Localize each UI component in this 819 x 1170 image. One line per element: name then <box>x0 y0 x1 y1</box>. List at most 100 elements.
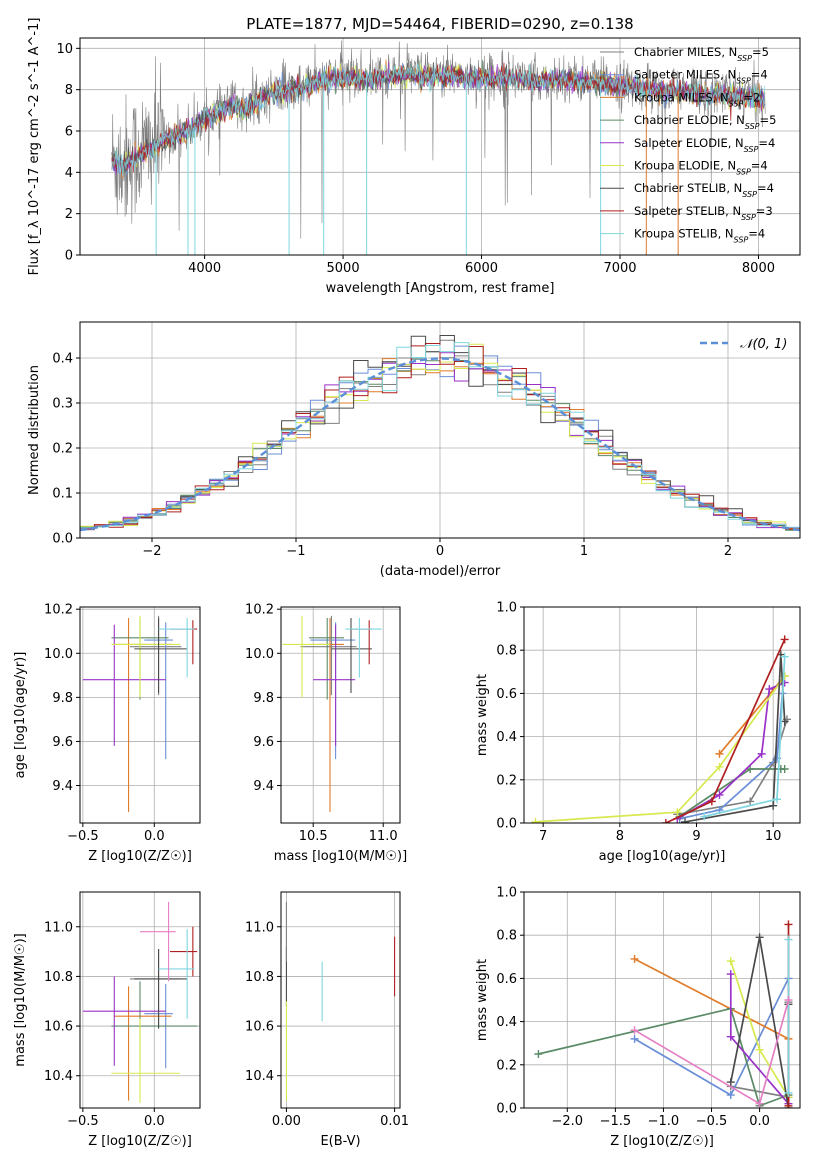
weight-marker <box>661 819 670 823</box>
weight-marker <box>746 765 755 773</box>
tick-label-x: −1.0 <box>648 1114 680 1129</box>
tick-label-x: 0.0 <box>749 1114 770 1129</box>
tick-label-x: −0.5 <box>67 1114 99 1129</box>
tick-label-y: 10.4 <box>245 1069 274 1084</box>
weight-marker <box>746 797 755 806</box>
weight-marker <box>784 1101 793 1108</box>
axes-weight_vs_Z: −2.0 −1.5 −1.0 −0.5 0.0 0.0 0.2 0.4 0.6 0.8 1.0 Z [… <box>475 886 801 1149</box>
tick-label-y: 1.0 <box>496 601 517 616</box>
plot-area <box>282 615 382 812</box>
spectrum-legend: Chabrier MILES, NSSP=5 Salpeter MILES, NS… <box>600 45 776 244</box>
weight-marker <box>780 765 789 773</box>
axes-frame <box>523 891 801 1109</box>
y-axis-label: age [log10(age/yr)] <box>13 652 28 779</box>
tick-label-x: 10.5 <box>299 829 328 844</box>
errorbar-point <box>309 618 344 700</box>
y-axis-label: mass weight <box>475 959 490 1041</box>
tick-label-x: −2.0 <box>551 1114 583 1129</box>
errorbar-point <box>170 620 198 665</box>
tick-label-x: 7000 <box>603 261 636 276</box>
x-axis-label: mass [log10(M/M☉)] <box>274 849 407 864</box>
errorbar-point <box>345 618 382 678</box>
errorbar-point <box>111 615 180 698</box>
tick-label-y: 10.8 <box>245 970 274 985</box>
errorbar-point <box>282 615 330 698</box>
gaussian-curve <box>80 357 800 532</box>
errorbar-point <box>82 976 166 1066</box>
weight-marker <box>531 817 540 823</box>
plot-area <box>82 901 198 1104</box>
errorbar-point <box>111 1018 180 1104</box>
weight-marker <box>784 996 793 1004</box>
x-axis-label: age [log10(age/yr)] <box>599 849 726 864</box>
plot-area <box>285 901 396 1101</box>
weight-marker <box>773 795 781 804</box>
tick-label-y: 4 <box>65 166 73 181</box>
legend-label: Kroupa STELIB, NSSP=4 <box>634 227 765 245</box>
errorbar-point <box>134 949 188 1029</box>
figure-title: PLATE=1877, MJD=54464, FIBERID=0290, z=0… <box>246 15 633 33</box>
tick-label-x: 8000 <box>742 261 775 276</box>
errorbar-point <box>134 618 188 693</box>
weight-marker <box>780 635 789 644</box>
weight-marker <box>715 790 724 799</box>
weight-marker <box>757 749 766 758</box>
axes-frame <box>79 606 201 824</box>
tick-label-x: −0.5 <box>696 1114 728 1129</box>
tick-label-x: 11.0 <box>369 829 398 844</box>
weight-marker <box>681 817 689 823</box>
weight-marker <box>700 812 709 821</box>
axes-frame <box>280 891 401 1109</box>
tick-label-y: 0.0 <box>496 1102 517 1117</box>
weight-marker <box>726 970 735 979</box>
tick-label-y: 0.8 <box>496 929 517 944</box>
tick-label-x: 6000 <box>465 261 498 276</box>
legend-label: 𝒩(0, 1) <box>740 337 787 352</box>
errorbar-point <box>158 929 195 1019</box>
axes-age_vs_Z: −0.5 0.0 9.4 9.6 9.8 10.0 10.2 Z [log10(Z/Z☉)] a… <box>13 603 201 864</box>
plot-area <box>80 335 800 536</box>
y-axis-label: mass weight <box>475 674 490 756</box>
tick-label-x: 10 <box>765 829 782 844</box>
errorbar-point <box>310 622 356 760</box>
weight-marker <box>715 762 724 771</box>
errorbar-point <box>170 926 198 977</box>
legend-label: Chabrier ELODIE, NSSP=5 <box>634 113 776 131</box>
weight-marker <box>630 1034 639 1043</box>
tick-label-y: 11.0 <box>245 920 274 935</box>
axes-frame <box>79 891 201 1109</box>
weight-marker <box>769 801 778 810</box>
plot-area <box>82 615 198 812</box>
legend-label: Chabrier MILES, NSSP=5 <box>634 45 769 63</box>
tick-label-y: 0.2 <box>52 442 73 457</box>
tick-label-y: 10.8 <box>44 970 73 985</box>
tick-label-y: 10.2 <box>44 603 73 618</box>
tick-label-y: 11.0 <box>44 920 73 935</box>
legend-label: Kroupa MILES, NSSP=2 <box>634 90 760 108</box>
tick-label-y: 10 <box>56 42 73 57</box>
weight-marker <box>755 933 764 942</box>
tick-label-y: 10.0 <box>245 647 274 662</box>
weight-marker <box>726 957 735 966</box>
tick-label-y: 9.4 <box>52 779 73 794</box>
errorbar-point <box>82 624 166 746</box>
legend-label: Kroupa ELODIE, NSSP=4 <box>634 159 768 177</box>
weight-line-7 <box>665 639 786 823</box>
plot-area <box>531 635 791 823</box>
tick-label-x: 5000 <box>327 261 360 276</box>
tick-label-x: 0.00 <box>272 1114 301 1129</box>
x-axis-label: Z [log10(Z/Z☉)] <box>88 1134 192 1149</box>
tick-label-y: 0.8 <box>496 644 517 659</box>
weight-marker <box>726 1078 735 1087</box>
axes-mass_vs_Z: −0.5 0.0 10.4 10.6 10.8 11.0 Z [log10(Z/Z☉)] ma… <box>13 891 201 1149</box>
tick-label-x: 7 <box>539 829 547 844</box>
x-axis-label: E(B-V) <box>320 1134 360 1149</box>
x-axis-label: Z [log10(Z/Z☉)] <box>610 1134 714 1149</box>
tick-label-y: 0.6 <box>496 972 517 987</box>
tick-label-y: 1.0 <box>496 886 517 901</box>
tick-label-y: 6 <box>65 125 73 140</box>
errorbar-point <box>313 624 356 746</box>
tick-label-y: 0.0 <box>496 817 517 832</box>
spectrum-model-8 <box>111 63 766 176</box>
